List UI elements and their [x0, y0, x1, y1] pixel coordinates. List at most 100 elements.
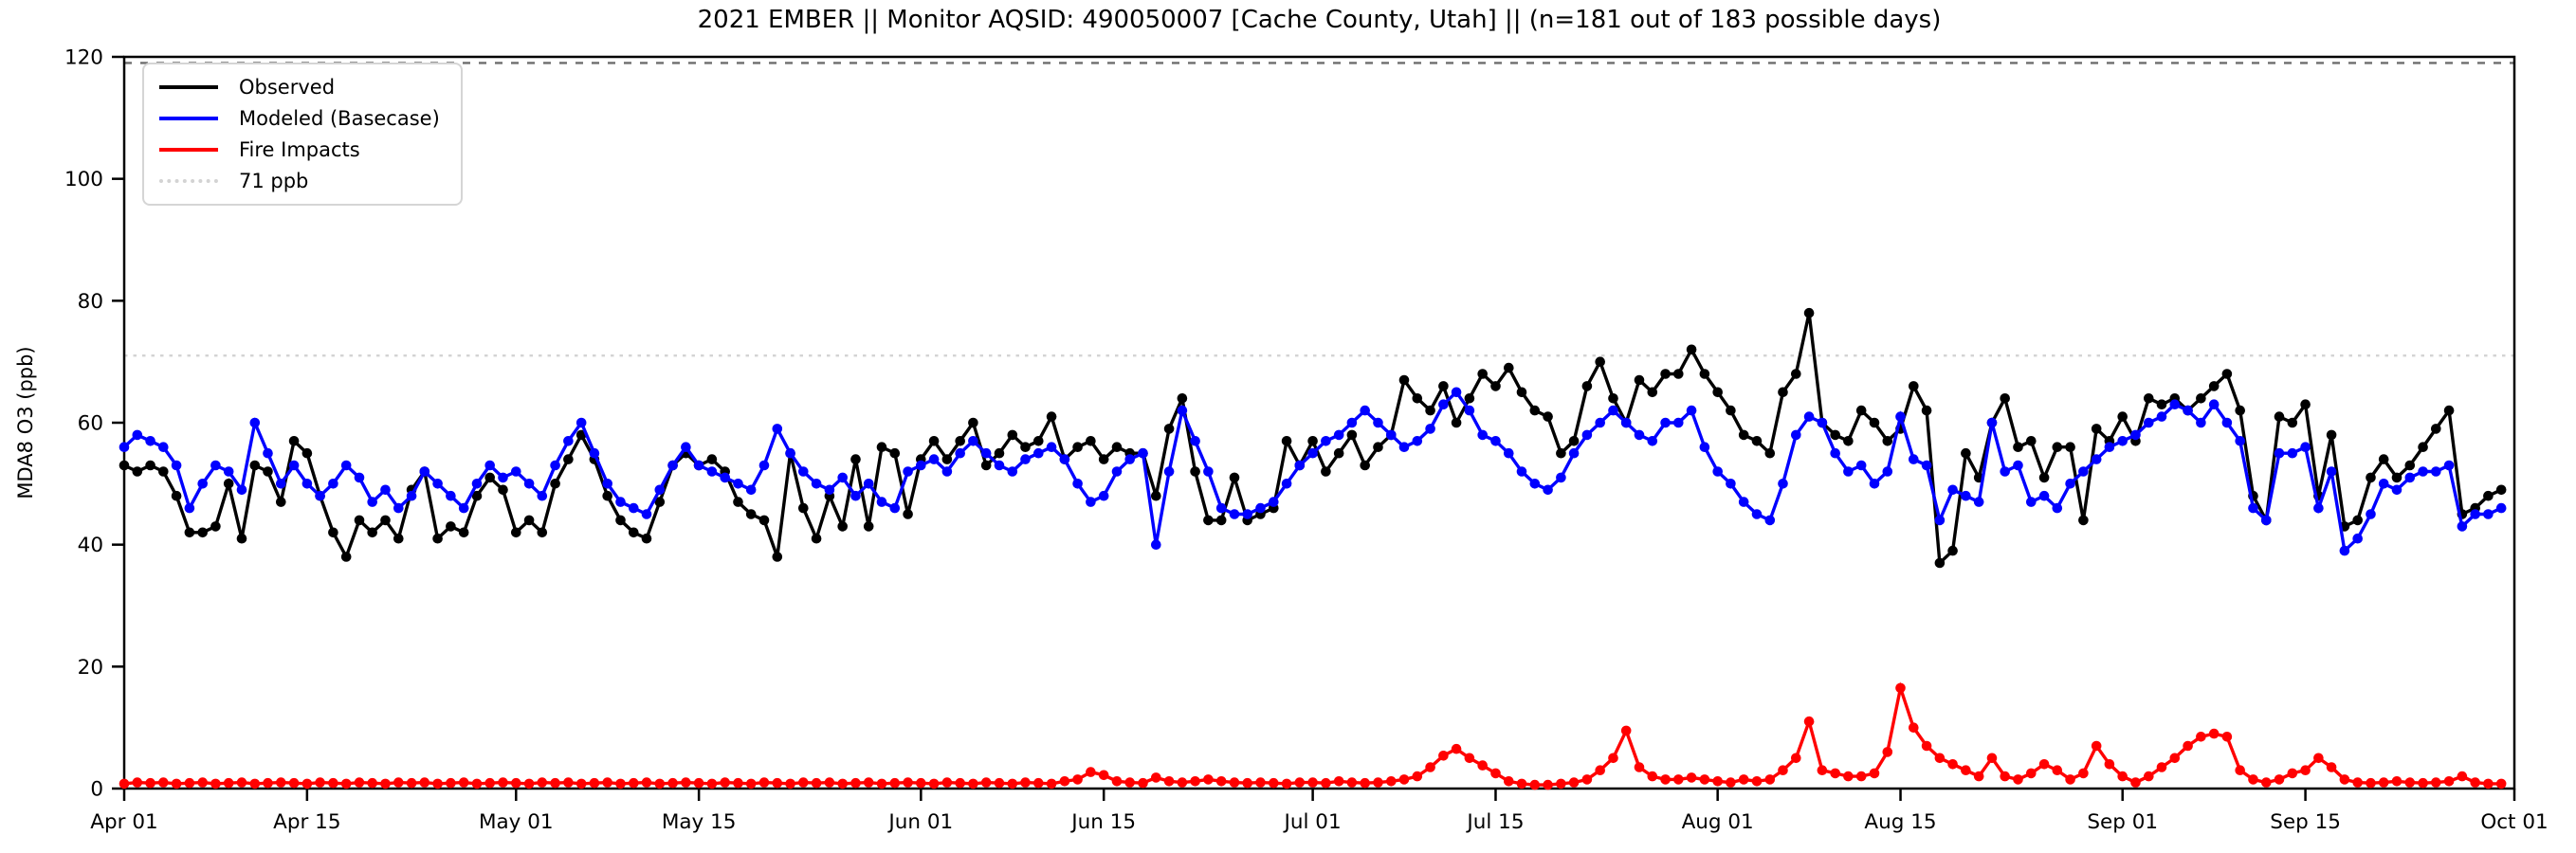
data-point: [1660, 417, 1671, 428]
data-point: [968, 436, 978, 446]
data-point: [1634, 762, 1645, 772]
y-tick-label: 20: [78, 656, 103, 680]
data-point: [968, 417, 978, 428]
x-tick-label: Jul 01: [1283, 810, 1342, 834]
data-point: [419, 777, 430, 788]
data-point: [1647, 387, 1658, 398]
data-point: [1059, 776, 1070, 787]
data-point: [263, 777, 273, 789]
data-point: [1726, 777, 1736, 788]
data-point: [1124, 777, 1135, 788]
data-point: [1634, 374, 1645, 386]
data-point: [1046, 411, 1057, 422]
data-point: [1738, 429, 1749, 441]
data-point: [2352, 515, 2363, 526]
data-point: [850, 777, 861, 789]
data-point: [602, 479, 612, 489]
data-point: [1803, 307, 1815, 318]
data-point: [941, 777, 953, 788]
data-point: [1190, 466, 1200, 477]
data-point: [1151, 772, 1161, 783]
data-point: [1086, 436, 1096, 446]
data-point: [2418, 777, 2428, 789]
data-point: [2261, 777, 2272, 788]
x-tick-label: Sep 15: [2270, 810, 2341, 834]
data-point: [693, 460, 704, 471]
data-point: [158, 466, 169, 477]
data-point: [484, 777, 495, 789]
data-point: [1699, 774, 1710, 785]
series-observed: [119, 307, 2507, 569]
data-point: [563, 436, 574, 446]
data-point: [1556, 447, 1566, 459]
data-point: [1882, 747, 1893, 757]
data-point: [1660, 369, 1671, 379]
data-point: [1177, 405, 1188, 416]
data-point: [550, 460, 560, 471]
legend-item: Observed: [159, 76, 440, 99]
data-point: [1909, 722, 1919, 733]
data-point: [1595, 356, 1605, 368]
data-point: [2026, 497, 2037, 507]
data-point: [667, 460, 678, 471]
data-point: [941, 454, 953, 464]
data-point: [2470, 777, 2480, 788]
data-point: [1673, 774, 1684, 785]
data-point: [2208, 728, 2220, 739]
data-point: [1360, 405, 1370, 416]
data-point: [629, 527, 639, 538]
data-point: [1490, 436, 1501, 446]
data-point: [2104, 442, 2115, 453]
data-point: [745, 778, 757, 789]
data-point: [916, 777, 926, 789]
data-point: [1581, 429, 1593, 441]
legend-label: Fire Impacts: [239, 138, 360, 161]
data-point: [2366, 777, 2376, 789]
data-point: [288, 460, 300, 471]
data-point: [2156, 399, 2167, 410]
x-tick-label: Sep 01: [2087, 810, 2158, 834]
data-point: [471, 479, 483, 489]
data-point: [1203, 515, 1214, 526]
data-point: [523, 479, 535, 489]
data-point: [498, 472, 508, 483]
data-point: [315, 490, 325, 501]
data-point: [837, 778, 848, 789]
data-point: [1516, 778, 1527, 789]
data-point: [706, 454, 718, 464]
x-tick-label: May 01: [479, 810, 554, 834]
data-point: [2013, 460, 2023, 471]
data-point: [1909, 381, 1919, 391]
data-point: [1608, 405, 1618, 416]
data-point: [2196, 417, 2206, 428]
data-point: [745, 484, 757, 496]
data-point: [2013, 442, 2023, 453]
data-point: [798, 502, 809, 514]
data-point: [1895, 682, 1906, 694]
axes-spines: [122, 55, 2516, 790]
data-point: [745, 509, 757, 519]
data-point: [432, 533, 443, 544]
data-point: [1581, 381, 1593, 391]
data-point: [1111, 776, 1123, 787]
data-point: [2130, 777, 2141, 788]
data-point: [1895, 411, 1906, 422]
data-point: [1791, 429, 1801, 441]
data-point: [2300, 765, 2311, 775]
data-point: [354, 777, 365, 788]
x-tick-label: Jun 15: [1069, 810, 1136, 834]
data-point: [1425, 405, 1435, 416]
data-point: [2000, 771, 2010, 782]
data-point: [706, 466, 718, 477]
data-point: [1033, 777, 1044, 789]
data-point: [575, 417, 587, 428]
data-point: [889, 502, 901, 514]
data-point: [602, 490, 612, 501]
data-point: [2235, 765, 2245, 775]
data-point: [2391, 472, 2402, 483]
data-point: [1504, 362, 1514, 373]
data-point: [1686, 344, 1697, 355]
data-point: [197, 527, 208, 538]
data-point: [1020, 442, 1031, 453]
data-point: [2431, 777, 2441, 788]
